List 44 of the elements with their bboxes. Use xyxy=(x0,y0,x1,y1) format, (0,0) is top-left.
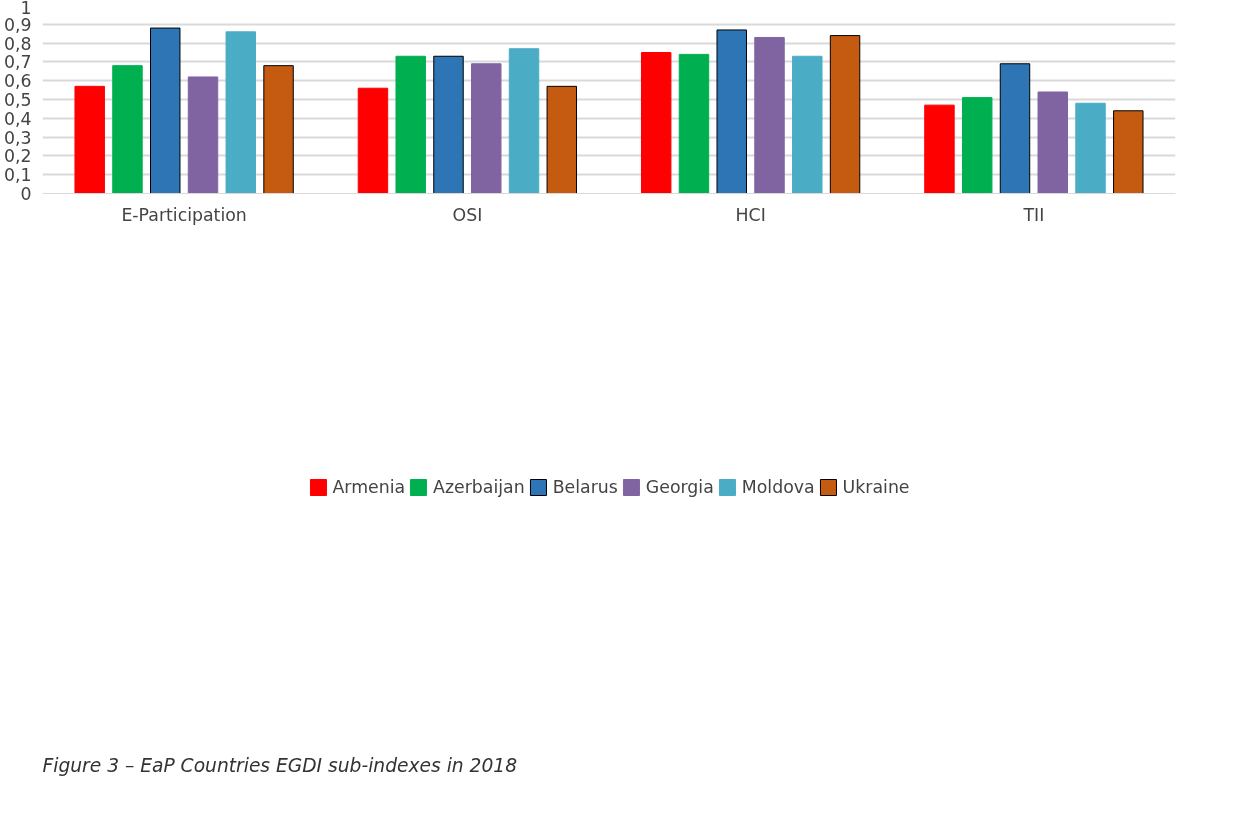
bar xyxy=(357,87,389,194)
y-tick-label: 0,5 xyxy=(3,90,32,110)
bar xyxy=(508,48,540,194)
bar xyxy=(263,65,294,194)
bar xyxy=(395,55,426,194)
bar xyxy=(829,35,861,194)
legend-label: Belarus xyxy=(552,476,618,497)
bar xyxy=(1113,110,1144,194)
bar xyxy=(716,29,747,194)
bar xyxy=(678,53,710,194)
x-tick-label: TII xyxy=(1022,204,1045,225)
bar xyxy=(433,55,464,194)
bar xyxy=(74,85,105,194)
bar xyxy=(225,31,256,194)
bar xyxy=(150,27,181,194)
y-tick-label: 0,2 xyxy=(3,146,32,167)
bar xyxy=(187,76,219,194)
bar xyxy=(792,55,823,194)
x-tick-label: E-Participation xyxy=(121,204,247,225)
x-tick-label: OSI xyxy=(452,204,483,225)
bar xyxy=(1075,102,1106,194)
bar xyxy=(471,63,502,194)
legend-label: Moldova xyxy=(741,476,815,497)
y-tick-label: 0,4 xyxy=(3,108,32,129)
bar xyxy=(999,63,1031,194)
y-tick-label: 0,1 xyxy=(3,165,32,186)
y-tick-label: 0,7 xyxy=(3,52,32,73)
y-tick-label: 0 xyxy=(20,184,32,204)
bar xyxy=(640,52,672,194)
bar xyxy=(1037,91,1068,194)
bar xyxy=(546,85,578,194)
bar xyxy=(924,104,955,194)
bar xyxy=(962,97,993,194)
y-tick-label: 0,6 xyxy=(3,71,32,92)
y-tick-label: 0,3 xyxy=(3,127,32,148)
y-tick-label: 0,8 xyxy=(3,33,32,54)
bar xyxy=(754,36,785,194)
legend-label: Azerbaijan xyxy=(433,476,525,497)
legend-label: Armenia xyxy=(332,476,406,497)
legend-label: Georgia xyxy=(645,476,714,497)
x-tick-label: HCI xyxy=(735,204,766,225)
caption: Figure 3 – EaP Countries EGDI sub-indexes in 2018 xyxy=(42,754,518,776)
legend-label: Ukraine xyxy=(842,476,910,497)
bar xyxy=(112,65,143,194)
